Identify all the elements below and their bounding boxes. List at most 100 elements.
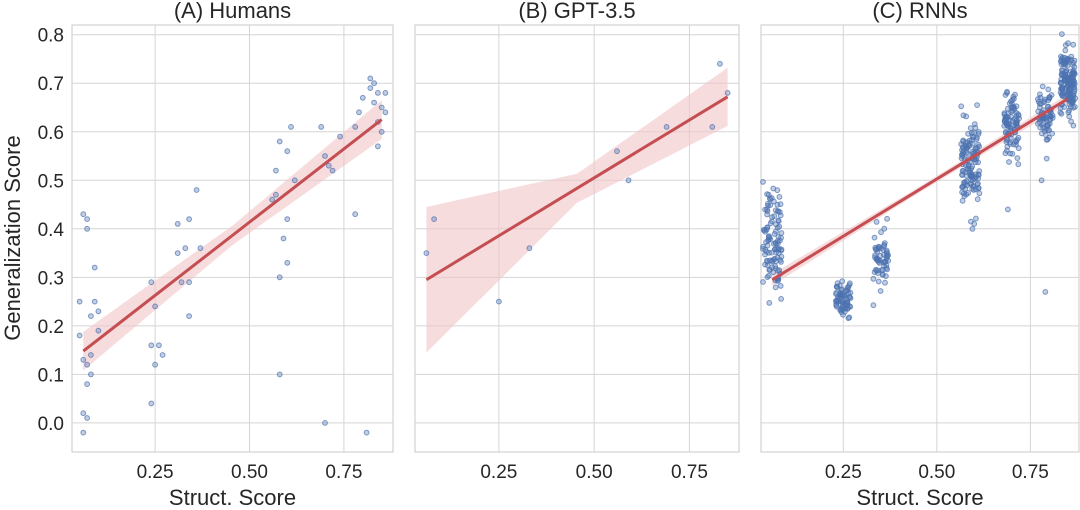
data-point <box>1006 100 1013 107</box>
data-point <box>975 129 982 135</box>
regression-line <box>771 97 1069 282</box>
data-point <box>878 229 884 236</box>
data-point <box>775 234 782 240</box>
data-point <box>91 264 98 271</box>
data-point <box>496 298 502 305</box>
data-point <box>88 371 94 378</box>
data-point <box>883 273 889 280</box>
data-point <box>764 191 770 198</box>
data-point <box>1037 104 1043 111</box>
data-point <box>760 279 766 285</box>
data-point <box>968 165 975 172</box>
y-tick-label: 0.1 <box>38 365 64 386</box>
data-point <box>288 124 294 130</box>
data-point <box>873 267 880 274</box>
data-point <box>431 216 438 223</box>
data-point <box>1057 79 1064 86</box>
data-point <box>774 224 781 231</box>
y-tick-label: 0.2 <box>38 317 64 338</box>
data-point <box>1015 161 1022 168</box>
data-point <box>1057 109 1064 116</box>
data-point <box>1049 130 1055 137</box>
data-point <box>1059 31 1065 37</box>
data-point <box>967 125 974 132</box>
data-point <box>1045 103 1052 110</box>
panel-3: 0.25 0.50 0.75 (C) RNNs Struct. Score <box>760 0 1080 510</box>
data-point <box>367 85 374 91</box>
panel-2: 0.25 0.50 0.75 (B) GPT-3.5 <box>414 0 740 483</box>
y-tick-label: 0.8 <box>38 26 64 47</box>
data-point <box>965 130 971 137</box>
data-point <box>724 90 731 96</box>
data-point <box>1059 72 1065 79</box>
data-point <box>88 352 94 358</box>
x-tick-label: 0.75 <box>325 462 362 483</box>
data-point <box>1012 91 1018 98</box>
data-point <box>1006 159 1012 165</box>
data-point <box>84 415 90 421</box>
data-point <box>975 159 981 166</box>
data-point <box>356 109 362 116</box>
data-point <box>378 104 385 111</box>
data-point <box>778 230 785 236</box>
data-point <box>1037 91 1043 98</box>
data-point <box>1004 88 1010 95</box>
data-point <box>371 99 378 106</box>
data-point <box>337 133 344 140</box>
data-point <box>174 250 181 257</box>
data-point <box>322 420 328 426</box>
data-point <box>1072 104 1078 110</box>
data-point <box>186 279 193 286</box>
data-point <box>871 234 878 241</box>
data-point <box>1068 118 1074 125</box>
data-point <box>963 178 970 185</box>
data-point <box>1069 92 1076 98</box>
data-point <box>276 371 283 378</box>
data-point <box>1068 99 1074 105</box>
data-point <box>1039 83 1046 90</box>
data-point <box>884 215 890 222</box>
data-point <box>1010 107 1016 114</box>
data-point <box>363 429 370 436</box>
data-point <box>963 113 970 120</box>
x-tick-label: 0.50 <box>231 462 268 483</box>
x-tick-label: 0.25 <box>137 462 174 483</box>
data-point <box>774 201 781 208</box>
data-point <box>772 284 779 291</box>
data-point <box>963 149 970 156</box>
regression-line <box>82 118 383 353</box>
data-point <box>291 177 298 184</box>
data-point <box>1062 47 1069 54</box>
data-point <box>973 215 979 222</box>
x-axis-label: Struct. Score <box>856 485 983 510</box>
data-point <box>974 102 980 108</box>
data-point <box>322 153 328 159</box>
data-point <box>80 429 87 436</box>
data-point <box>625 177 632 184</box>
data-point <box>1061 60 1068 67</box>
data-point <box>1040 120 1047 127</box>
data-point <box>965 190 971 196</box>
data-point <box>771 231 778 237</box>
data-point <box>717 60 723 67</box>
regression-line <box>425 95 729 282</box>
data-point <box>382 90 389 96</box>
data-point <box>845 315 852 322</box>
data-point <box>770 185 777 192</box>
data-point <box>76 298 83 305</box>
data-point <box>269 196 276 203</box>
data-point <box>847 280 853 287</box>
data-point <box>773 240 779 247</box>
data-point <box>870 275 877 282</box>
data-point <box>1043 155 1050 162</box>
data-point <box>839 278 846 285</box>
data-point <box>1058 91 1065 98</box>
data-point <box>1067 75 1074 82</box>
data-point <box>280 235 287 242</box>
data-point <box>1049 112 1056 119</box>
data-point <box>777 283 784 289</box>
panel-title: (C) RNNs <box>872 0 967 23</box>
panel-title: (B) GPT-3.5 <box>518 0 635 23</box>
data-point <box>526 245 533 252</box>
